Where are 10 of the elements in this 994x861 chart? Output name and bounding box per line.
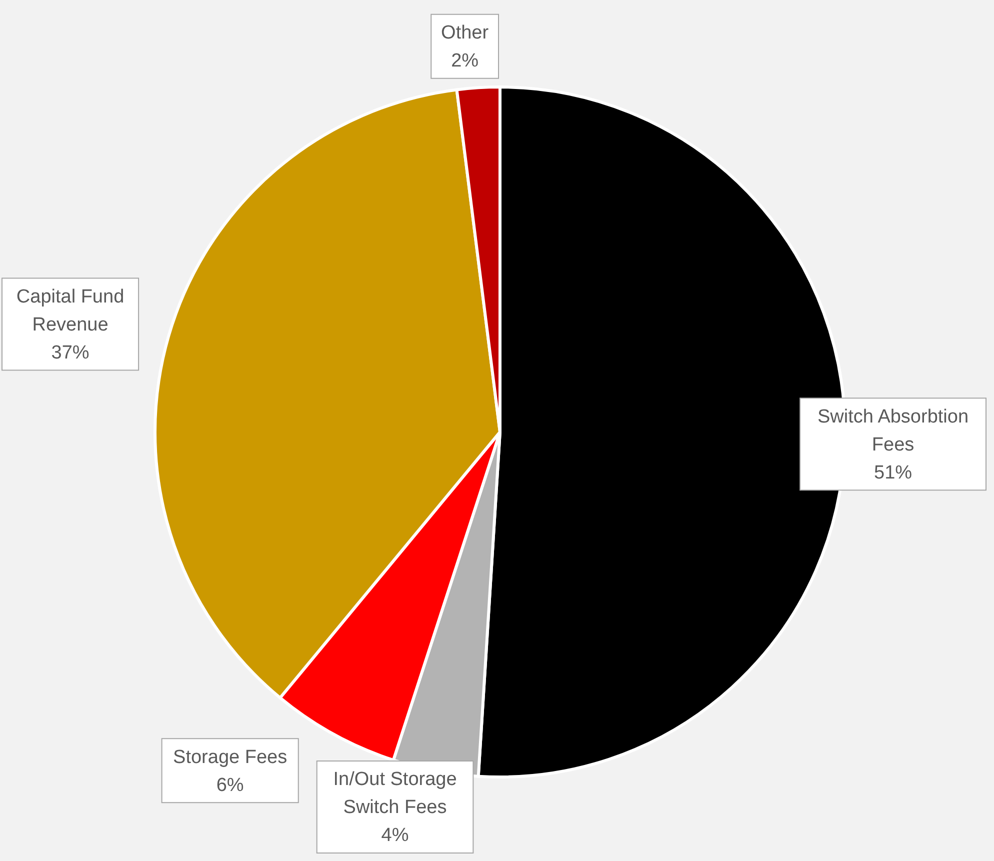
data-label: 51%: [874, 462, 912, 484]
slice-label: In/Out Storage Switch Fees: [333, 769, 457, 818]
slice-label: Switch Absorbtion Fees: [818, 406, 969, 456]
data-label: 4%: [381, 825, 409, 846]
slice-label: Capital Fund Revenue: [16, 286, 124, 336]
slice-label: Other: [441, 22, 490, 44]
data-label: 37%: [51, 342, 90, 364]
data-label: 6%: [216, 774, 244, 796]
slice-label: Storage Fees: [173, 746, 288, 768]
data-label: 2%: [451, 50, 479, 72]
